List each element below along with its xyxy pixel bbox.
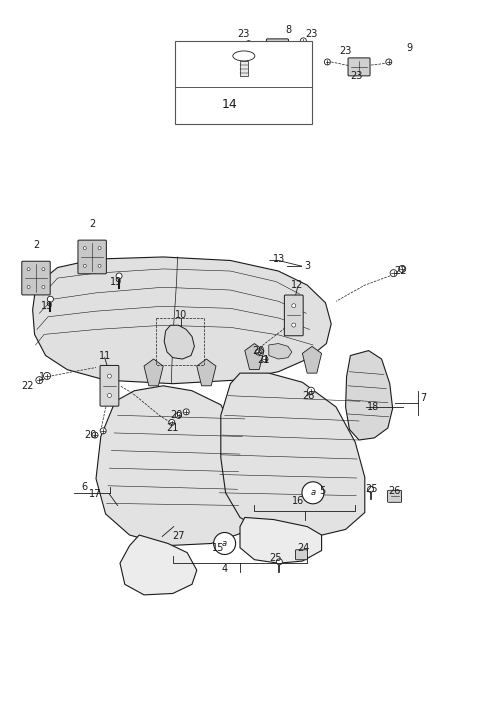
Text: a: a (187, 100, 192, 108)
Text: 23: 23 (350, 71, 362, 81)
Circle shape (292, 303, 296, 308)
FancyBboxPatch shape (295, 550, 307, 560)
Text: 20: 20 (84, 430, 96, 440)
Text: 2: 2 (33, 240, 39, 250)
Circle shape (169, 420, 175, 425)
Text: 25: 25 (366, 484, 378, 494)
Text: 23: 23 (339, 46, 352, 56)
Circle shape (324, 59, 330, 65)
Circle shape (42, 268, 45, 271)
FancyBboxPatch shape (266, 39, 288, 57)
Text: a: a (222, 539, 227, 548)
Circle shape (98, 246, 101, 250)
Ellipse shape (233, 51, 255, 61)
Circle shape (214, 532, 236, 555)
Circle shape (27, 268, 30, 271)
Polygon shape (245, 344, 264, 370)
Circle shape (36, 377, 43, 384)
Circle shape (262, 356, 268, 362)
Polygon shape (269, 344, 292, 359)
Circle shape (42, 285, 45, 289)
Text: 13: 13 (273, 254, 286, 264)
Polygon shape (96, 386, 254, 546)
Text: 23: 23 (238, 29, 250, 39)
Text: 23: 23 (305, 29, 317, 39)
Text: 14: 14 (222, 98, 237, 111)
Circle shape (83, 264, 86, 268)
Circle shape (368, 486, 373, 492)
Text: 7: 7 (420, 393, 427, 403)
Text: 8: 8 (285, 25, 291, 34)
Text: 5: 5 (319, 486, 326, 496)
Text: 2: 2 (89, 219, 96, 229)
Circle shape (100, 428, 106, 434)
Circle shape (92, 432, 98, 438)
Text: 22: 22 (22, 381, 34, 391)
Circle shape (276, 559, 282, 565)
Polygon shape (144, 359, 163, 386)
FancyBboxPatch shape (284, 295, 303, 336)
Text: 12: 12 (291, 280, 304, 290)
Text: 19: 19 (41, 301, 53, 311)
FancyBboxPatch shape (78, 240, 107, 274)
Circle shape (308, 387, 314, 394)
Text: 17: 17 (89, 489, 101, 499)
Polygon shape (164, 325, 194, 359)
Polygon shape (221, 373, 365, 539)
Text: a: a (311, 489, 315, 497)
Text: 10: 10 (175, 310, 188, 320)
Polygon shape (302, 346, 322, 373)
Circle shape (83, 246, 86, 250)
Text: 19: 19 (110, 277, 122, 287)
Text: 21: 21 (167, 423, 179, 433)
Text: 9: 9 (406, 43, 412, 53)
Circle shape (386, 59, 392, 65)
Circle shape (108, 394, 111, 398)
Circle shape (183, 409, 189, 415)
Circle shape (116, 273, 122, 279)
Circle shape (176, 413, 181, 418)
Text: 21: 21 (257, 356, 269, 365)
Text: 1: 1 (39, 372, 45, 382)
Circle shape (48, 296, 53, 302)
Text: 28: 28 (302, 391, 314, 401)
Text: 22: 22 (395, 266, 407, 276)
FancyBboxPatch shape (348, 58, 370, 76)
Circle shape (27, 285, 30, 289)
Circle shape (302, 482, 324, 504)
FancyBboxPatch shape (22, 261, 50, 295)
Circle shape (292, 323, 296, 327)
Circle shape (98, 264, 101, 268)
Polygon shape (240, 61, 248, 76)
Text: 25: 25 (270, 553, 282, 562)
Text: 11: 11 (98, 351, 111, 360)
Circle shape (300, 38, 306, 44)
Text: 15: 15 (212, 543, 225, 553)
Text: 6: 6 (81, 482, 87, 492)
Text: 16: 16 (292, 496, 305, 506)
Text: 26: 26 (388, 486, 401, 496)
Circle shape (181, 96, 198, 112)
Text: 4: 4 (222, 564, 228, 574)
Text: 20: 20 (252, 346, 264, 356)
Circle shape (399, 265, 406, 272)
Circle shape (390, 270, 397, 277)
Polygon shape (346, 351, 393, 440)
Polygon shape (33, 257, 331, 384)
Circle shape (44, 372, 50, 379)
Text: 27: 27 (172, 532, 185, 541)
Polygon shape (240, 517, 322, 563)
Text: 18: 18 (367, 402, 380, 412)
Text: 24: 24 (297, 543, 310, 553)
FancyBboxPatch shape (387, 490, 402, 503)
Text: 3: 3 (304, 261, 310, 271)
Circle shape (108, 374, 111, 378)
Text: 20: 20 (170, 410, 183, 420)
FancyBboxPatch shape (100, 365, 119, 406)
Circle shape (255, 349, 261, 355)
Circle shape (246, 41, 252, 46)
Polygon shape (197, 359, 216, 386)
Polygon shape (120, 535, 197, 595)
Bar (175, 41, 312, 124)
